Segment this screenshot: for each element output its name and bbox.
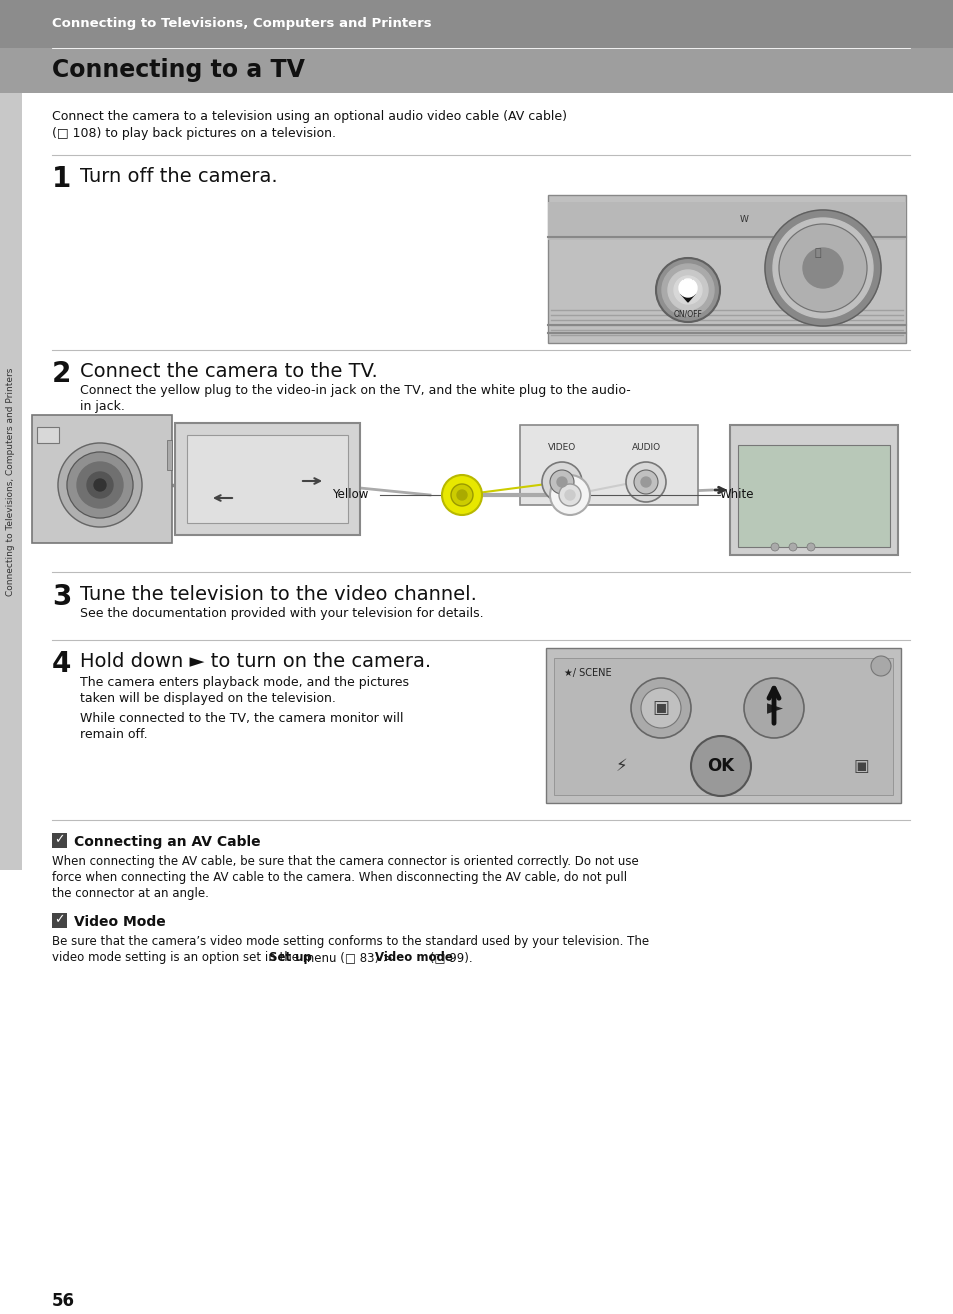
Circle shape: [661, 264, 713, 315]
Text: menu (□ 83) >: menu (□ 83) >: [299, 951, 396, 964]
Bar: [52, 833, 67, 848]
Text: W: W: [740, 215, 748, 223]
Text: Video mode: Video mode: [375, 951, 453, 964]
Circle shape: [564, 490, 575, 501]
Bar: [554, 658, 892, 795]
Circle shape: [690, 736, 750, 796]
Bar: [32, 415, 172, 543]
Text: (□ 99).: (□ 99).: [425, 951, 472, 964]
Text: While connected to the TV, the camera monitor will: While connected to the TV, the camera mo…: [80, 712, 403, 725]
Text: Turn off the camera.: Turn off the camera.: [80, 167, 277, 187]
Circle shape: [667, 269, 707, 310]
Circle shape: [451, 484, 473, 506]
Text: (□ 108) to play back pictures on a television.: (□ 108) to play back pictures on a telev…: [52, 127, 335, 141]
Text: Connecting to Televisions, Computers and Printers: Connecting to Televisions, Computers and…: [7, 368, 15, 595]
Text: Video Mode: Video Mode: [74, 915, 166, 929]
Text: Be sure that the camera’s video mode setting conforms to the standard used by yo: Be sure that the camera’s video mode set…: [52, 936, 648, 947]
Bar: [729, 424, 897, 555]
Text: 56: 56: [52, 1292, 75, 1310]
Bar: [187, 435, 348, 523]
Bar: [738, 445, 889, 547]
Text: 3: 3: [52, 583, 71, 611]
Bar: [547, 202, 905, 240]
Circle shape: [67, 452, 132, 518]
Text: ►: ►: [766, 698, 782, 717]
Bar: [0, 93, 22, 870]
Text: Hold down ► to turn on the camera.: Hold down ► to turn on the camera.: [80, 652, 431, 671]
Text: VIDEO: VIDEO: [547, 443, 576, 452]
Circle shape: [77, 463, 123, 509]
Circle shape: [87, 472, 112, 498]
Circle shape: [550, 474, 589, 515]
Text: ✓: ✓: [54, 833, 65, 846]
Circle shape: [640, 477, 650, 487]
Text: Set up: Set up: [269, 951, 312, 964]
Circle shape: [788, 543, 796, 551]
Circle shape: [550, 470, 574, 494]
Text: OK: OK: [707, 757, 734, 775]
Text: The camera enters playback mode, and the pictures: The camera enters playback mode, and the…: [80, 675, 409, 689]
Text: Connecting to a TV: Connecting to a TV: [52, 59, 305, 83]
Circle shape: [656, 258, 720, 322]
Text: Connecting to Televisions, Computers and Printers: Connecting to Televisions, Computers and…: [52, 17, 431, 30]
Bar: [0, 0, 953, 49]
Circle shape: [58, 443, 142, 527]
Bar: [174, 423, 359, 535]
Bar: [52, 913, 67, 928]
Text: video mode setting is an option set in the: video mode setting is an option set in t…: [52, 951, 302, 964]
Text: Yellow: Yellow: [332, 489, 368, 502]
Circle shape: [634, 470, 658, 494]
Circle shape: [640, 689, 680, 728]
Text: 2: 2: [52, 360, 71, 388]
Bar: [547, 194, 905, 343]
Text: Connect the camera to a television using an optional audio video cable (AV cable: Connect the camera to a television using…: [52, 110, 566, 124]
Circle shape: [779, 223, 866, 311]
Text: Connect the camera to the TV.: Connect the camera to the TV.: [80, 361, 377, 381]
FancyArrow shape: [680, 280, 695, 302]
Text: 4: 4: [52, 650, 71, 678]
Text: ✓: ✓: [54, 913, 65, 926]
Text: AUDIO: AUDIO: [631, 443, 659, 452]
Text: White: White: [720, 489, 754, 502]
Circle shape: [673, 276, 701, 304]
Circle shape: [625, 463, 665, 502]
Text: ⚡: ⚡: [615, 757, 626, 775]
Circle shape: [770, 543, 779, 551]
Circle shape: [764, 210, 880, 326]
Circle shape: [441, 474, 481, 515]
Circle shape: [743, 678, 803, 738]
Text: Tune the television to the video channel.: Tune the television to the video channel…: [80, 585, 476, 604]
Text: ON/OFF: ON/OFF: [673, 310, 701, 319]
Text: When connecting the AV cable, be sure that the camera connector is oriented corr: When connecting the AV cable, be sure th…: [52, 855, 639, 869]
Circle shape: [630, 678, 690, 738]
Text: Connecting an AV Cable: Connecting an AV Cable: [74, 834, 260, 849]
Text: remain off.: remain off.: [80, 728, 148, 741]
Text: ⌖: ⌖: [814, 248, 821, 258]
Bar: [37, 427, 59, 443]
Bar: [0, 49, 953, 93]
Wedge shape: [679, 279, 697, 297]
Text: force when connecting the AV cable to the camera. When disconnecting the AV cabl: force when connecting the AV cable to th…: [52, 871, 626, 884]
Text: in jack.: in jack.: [80, 399, 125, 413]
Circle shape: [557, 477, 566, 487]
Circle shape: [806, 543, 814, 551]
Circle shape: [772, 218, 872, 318]
Text: ★/ SCENE: ★/ SCENE: [563, 668, 611, 678]
Text: Connect the yellow plug to the video-in jack on the TV, and the white plug to th: Connect the yellow plug to the video-in …: [80, 384, 630, 397]
Text: See the documentation provided with your television for details.: See the documentation provided with your…: [80, 607, 483, 620]
Text: ▣: ▣: [852, 757, 868, 775]
Text: ▣: ▣: [652, 699, 669, 717]
Circle shape: [870, 656, 890, 675]
Circle shape: [94, 480, 106, 491]
Circle shape: [541, 463, 581, 502]
Bar: [545, 648, 900, 803]
Bar: [167, 440, 172, 470]
Circle shape: [558, 484, 580, 506]
Text: 1: 1: [52, 166, 71, 193]
Text: the connector at an angle.: the connector at an angle.: [52, 887, 209, 900]
Bar: [519, 424, 698, 505]
Circle shape: [802, 248, 842, 288]
Text: taken will be displayed on the television.: taken will be displayed on the televisio…: [80, 692, 335, 706]
Circle shape: [456, 490, 467, 501]
